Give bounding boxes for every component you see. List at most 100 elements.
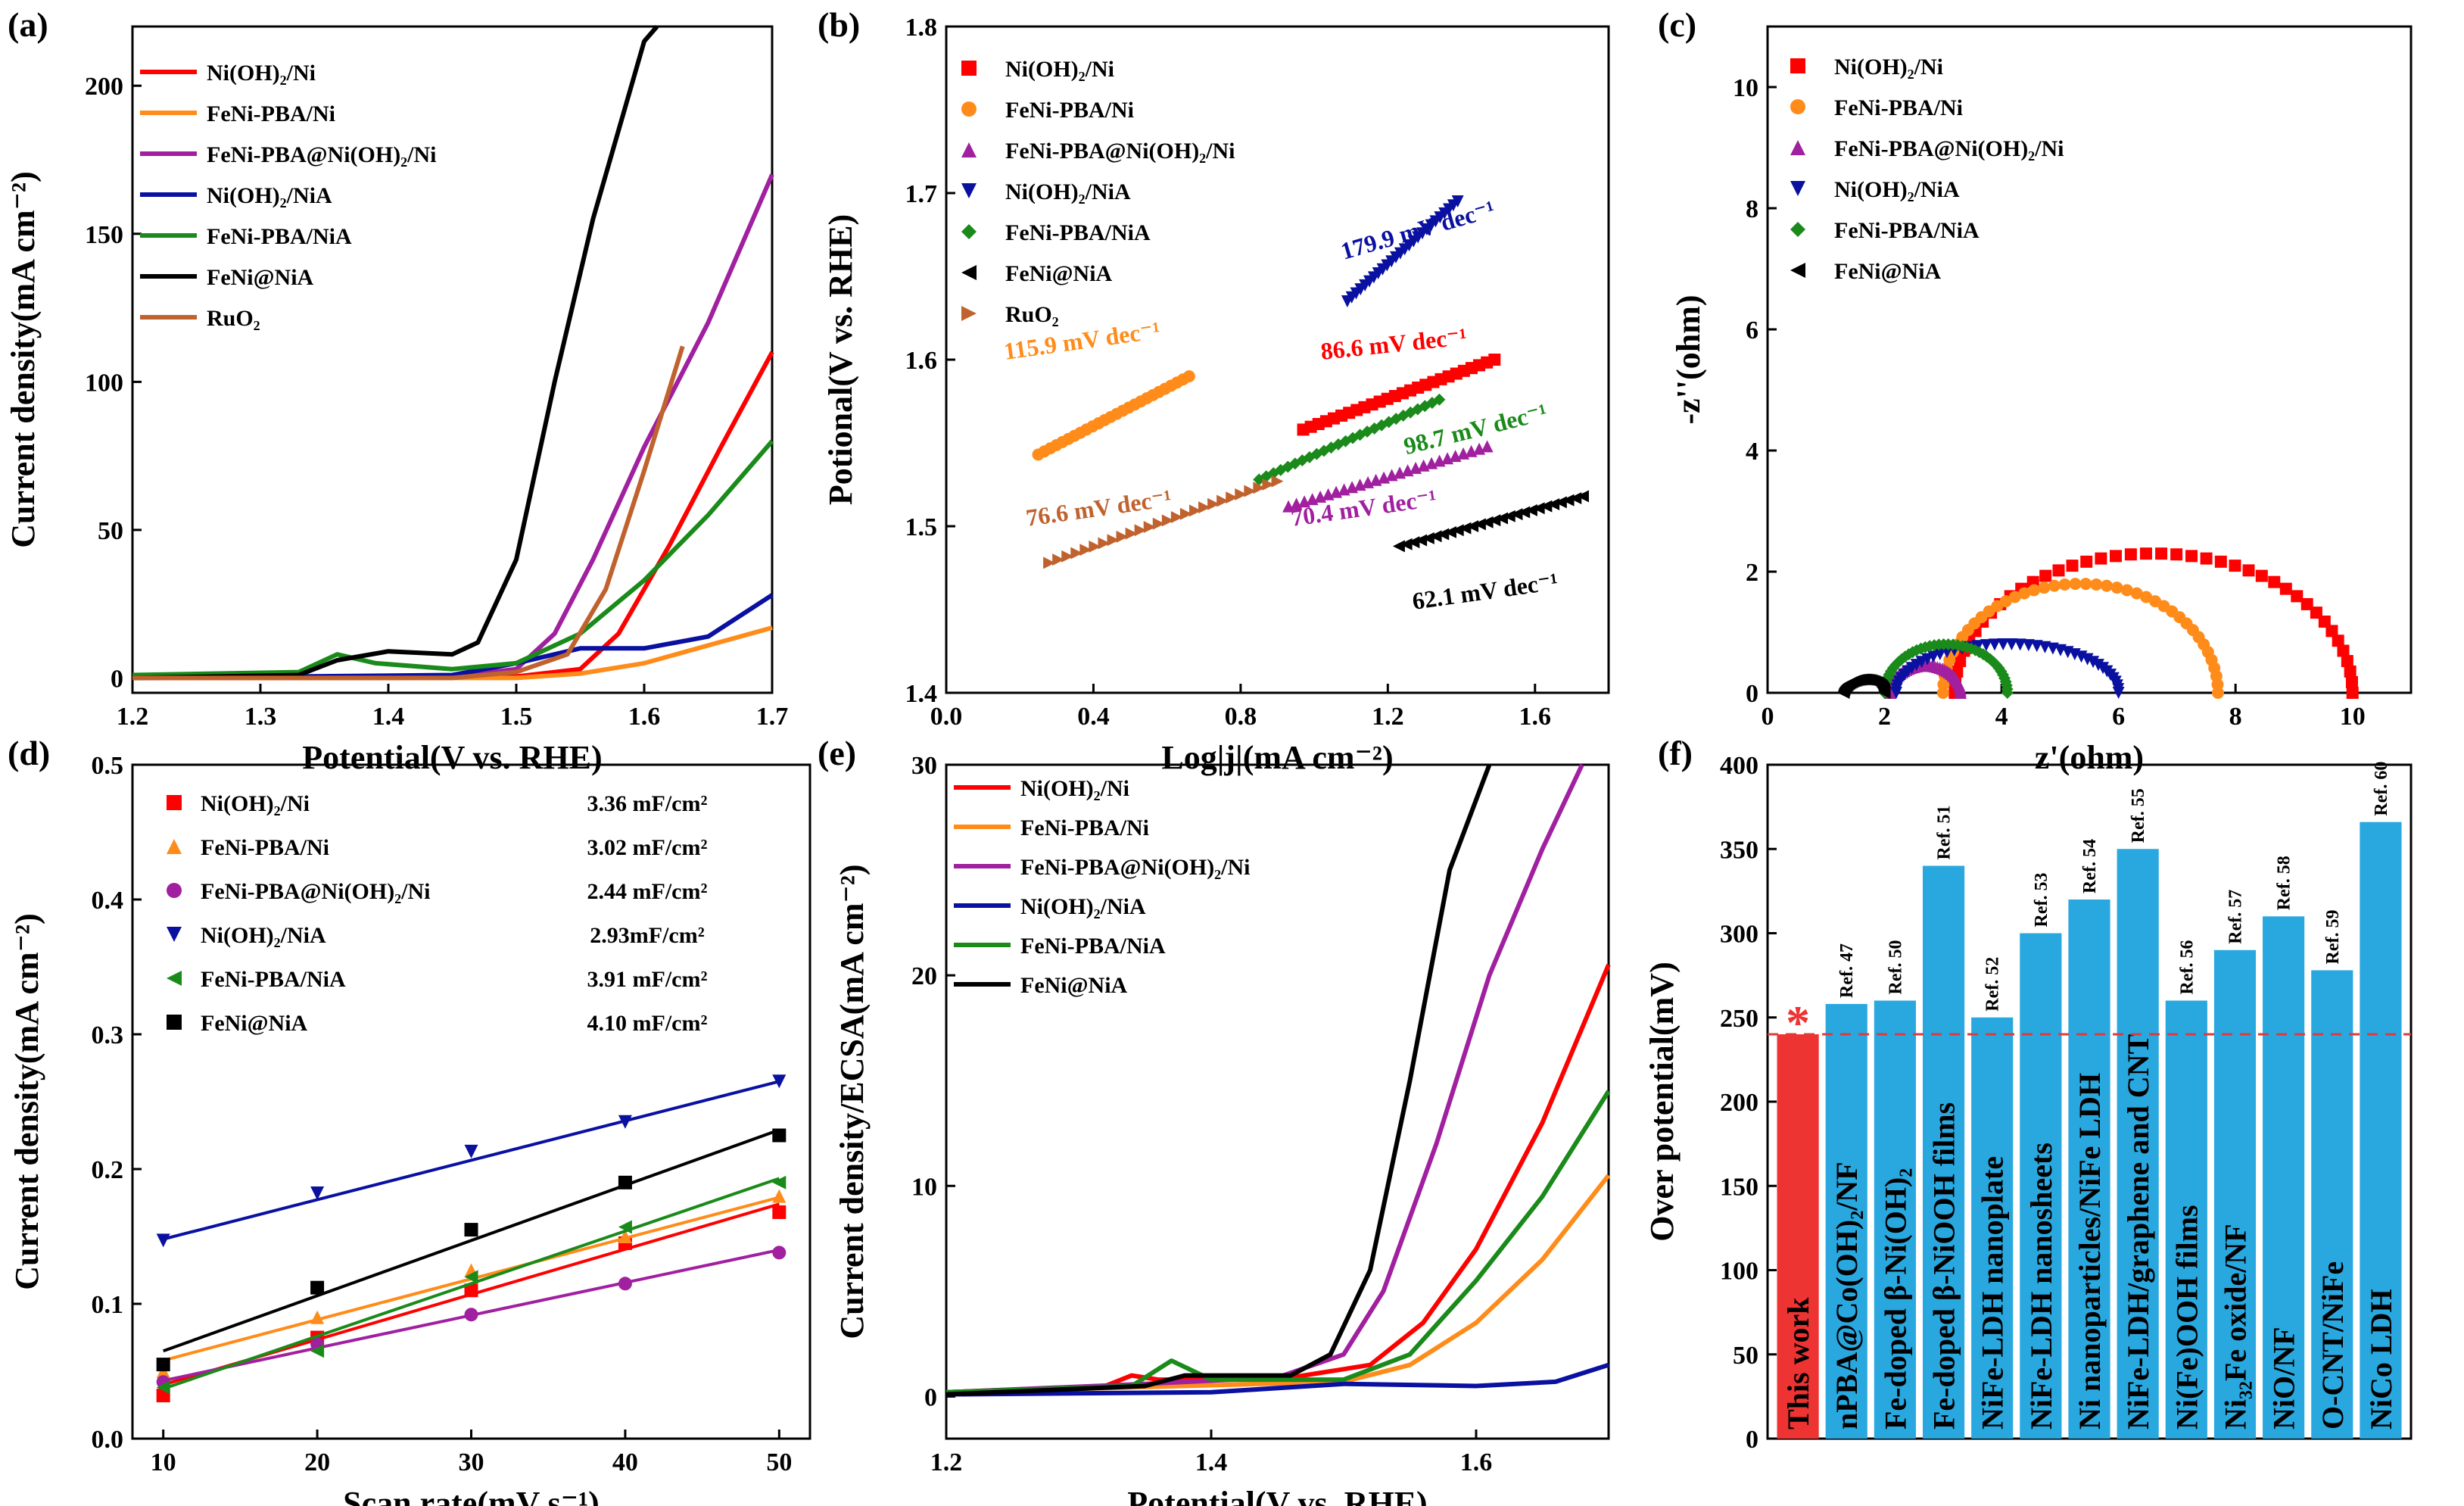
x-tick-label: 1.4: [1195, 1448, 1228, 1476]
data-point: [2112, 687, 2125, 699]
data-point: [1466, 520, 1479, 532]
data-point: [2028, 584, 2041, 597]
legend-label: FeNi-PBA/NiA: [207, 224, 352, 249]
data-point: [167, 839, 182, 854]
data-point: [1043, 557, 1056, 569]
data-point: [1116, 530, 1129, 543]
x-tick-label: 1.6: [628, 703, 661, 731]
panel-e: 1.2 1.4 1.6 0 10 20 30 Potential(V vs. RHE) Curr…: [833, 752, 1611, 1506]
data-point: [1451, 524, 1464, 537]
series-line: [132, 25, 659, 681]
legend-label: Ni(OH)₂/Ni: [1005, 57, 1114, 82]
legend-label: Ni(OH)₂/NiA: [1020, 894, 1146, 919]
data-point: [961, 265, 977, 280]
bar-category-label: O-CNT/NiFe: [2316, 1261, 2350, 1430]
data-point: [2214, 555, 2227, 568]
data-point: [310, 1310, 325, 1324]
data-point: [1988, 638, 2001, 651]
data-point: [1473, 518, 1486, 531]
bar-category-label: NiFe-LDH nanoplate: [1976, 1156, 2010, 1430]
bar-reference-label: Ref. 55: [2129, 788, 2148, 843]
y-tick-label: 8: [1746, 195, 1758, 223]
legend-label: FeNi-PBA/NiA: [201, 967, 346, 992]
data-point: [2140, 591, 2153, 603]
y-axis-label: Potional(V vs. RHE): [822, 214, 859, 505]
data-point: [2022, 639, 2035, 652]
bar-reference-label: Ref. 52: [1983, 957, 2003, 1012]
data-point: [2066, 560, 2079, 572]
data-point: [2090, 578, 2103, 591]
y-tick-label: 10: [1733, 74, 1758, 102]
x-axis-label: Potential(V vs. RHE): [302, 739, 602, 776]
data-point: [2095, 552, 2107, 565]
data-point: [2332, 635, 2344, 647]
data-point: [2170, 548, 2183, 561]
data-point: [1179, 507, 1192, 520]
data-point: [1980, 639, 1992, 652]
fit-line: [163, 1177, 780, 1391]
bar-category-label: Fe-doped β-NiOOH films: [1927, 1102, 1961, 1430]
data-point: [2279, 582, 2292, 595]
bar-category-label: NiFe-LDH/graphene and CNT: [2121, 1034, 2155, 1430]
data-point: [1152, 517, 1165, 530]
series-line: [945, 1090, 1611, 1395]
plot-frame: [945, 763, 1610, 1440]
x-tick-label: 50: [766, 1448, 792, 1476]
data-point: [1510, 508, 1523, 521]
data-point: [2109, 550, 2122, 563]
series-line: [132, 345, 685, 681]
data-point: [2124, 548, 2137, 561]
plot-frame: [131, 763, 811, 1440]
panel-label-a: (a): [8, 5, 48, 44]
data-point: [1997, 638, 2010, 651]
y-tick-label: 100: [85, 369, 123, 397]
legend-label: FeNi@NiA: [207, 265, 314, 290]
data-point: [2345, 675, 2358, 688]
data-point: [1562, 494, 1575, 507]
data-point: [1971, 640, 1984, 653]
y-axis-label: Current density(mA cm⁻²): [8, 913, 45, 1290]
y-tick-label: 0: [1746, 1426, 1758, 1454]
data-point: [2048, 579, 2061, 592]
data-point: [772, 1246, 787, 1260]
data-point: [2092, 659, 2104, 672]
data-point: [2229, 560, 2241, 572]
data-point: [1070, 547, 1083, 560]
bar-reference-label: Ref. 57: [2226, 890, 2245, 944]
panel-label-f: (f): [1658, 734, 1693, 772]
data-point: [2185, 550, 2198, 563]
data-point: [1790, 181, 1805, 196]
series-line: [132, 593, 774, 681]
y-tick-label: 150: [1720, 1173, 1758, 1201]
legend-label: FeNi-PBA/NiA: [1834, 218, 1980, 243]
x-tick-label: 0.8: [1225, 703, 1257, 731]
data-point: [772, 1205, 787, 1219]
data-point: [772, 1175, 787, 1190]
data-point: [1089, 540, 1101, 553]
data-point: [2242, 564, 2255, 577]
bar: [1971, 1017, 2014, 1439]
data-point: [772, 1189, 787, 1203]
data-point: [1170, 511, 1183, 524]
data-point: [2130, 587, 2143, 600]
bar: [1825, 1003, 1867, 1439]
data-point: [961, 101, 977, 117]
legend-label: FeNi-PBA/Ni: [1020, 815, 1149, 840]
data-point: [310, 1280, 325, 1295]
data-point: [167, 795, 182, 810]
data-point: [961, 306, 977, 321]
fit-line: [163, 1128, 780, 1353]
data-point: [2069, 578, 2082, 591]
bar-category-label: nPBA@Co(OH)₂/NF: [1830, 1161, 1864, 1430]
legend-label: Ni(OH)₂/NiA: [201, 923, 326, 948]
data-point: [772, 1128, 787, 1143]
x-axis-label: Log|j|(mA cm⁻²): [1161, 739, 1393, 776]
y-tick-label: 0: [111, 665, 123, 693]
data-point: [2212, 687, 2224, 699]
data-point: [1518, 506, 1531, 519]
data-point: [2155, 547, 2168, 560]
bar-category-label: Ni(Fe)OOH films: [2170, 1205, 2204, 1430]
data-point: [1790, 263, 1805, 278]
x-axis-label: Scan rate(mV s⁻¹): [343, 1485, 600, 1506]
data-point: [1878, 687, 1891, 699]
